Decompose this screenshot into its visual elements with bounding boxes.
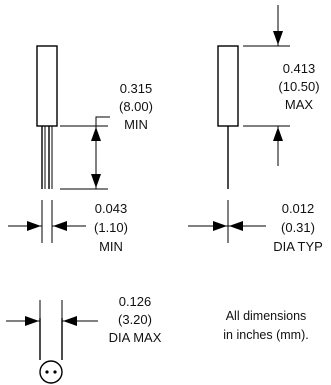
lead-spacing-mm: (1.10) bbox=[94, 220, 128, 235]
body-diameter-dimension bbox=[6, 300, 98, 326]
lead-diameter-dimension bbox=[188, 200, 266, 243]
lead-diameter-inch: 0.012 bbox=[282, 201, 315, 216]
arrow-down bbox=[91, 174, 101, 188]
end-view-circle bbox=[39, 360, 63, 384]
right-component-view bbox=[217, 45, 239, 189]
overall-height-mm: (10.50) bbox=[278, 79, 319, 94]
arrow-up bbox=[91, 127, 101, 141]
end-view-lead-dot-right bbox=[53, 370, 57, 374]
overall-height-qualifier: MAX bbox=[285, 97, 314, 112]
arrow-up bbox=[273, 127, 283, 141]
lead-diameter-mm: (0.31) bbox=[281, 220, 315, 235]
lead-diameter-qualifier: DIA TYP bbox=[273, 239, 323, 254]
lead-spacing-inch: 0.043 bbox=[95, 201, 128, 216]
overall-height-dimension bbox=[243, 5, 290, 166]
arrow-left bbox=[229, 221, 243, 231]
lead-spacing-qualifier: MIN bbox=[99, 239, 123, 254]
body-diameter-mm: (3.20) bbox=[118, 312, 152, 327]
end-view-lead-dot-left bbox=[45, 370, 49, 374]
left-component-body bbox=[36, 45, 58, 127]
units-note-line-2: in inches (mm). bbox=[223, 328, 308, 342]
arrow-left bbox=[63, 316, 77, 326]
arrow-right bbox=[27, 221, 41, 231]
body-diameter-qualifier: DIA MAX bbox=[109, 330, 162, 345]
body-length-qualifier: MIN bbox=[124, 117, 148, 132]
left-component-view bbox=[36, 45, 58, 189]
overall-height-inch: 0.413 bbox=[283, 61, 316, 76]
leader-line bbox=[95, 116, 110, 126]
arrow-right bbox=[25, 316, 39, 326]
body-length-inch: 0.315 bbox=[120, 81, 153, 96]
end-view bbox=[39, 318, 63, 384]
body-diameter-inch: 0.126 bbox=[119, 294, 152, 309]
arrow-left bbox=[53, 221, 67, 231]
arrow-right bbox=[213, 221, 227, 231]
arrow-down bbox=[273, 31, 283, 45]
right-component-body bbox=[217, 45, 239, 127]
body-length-dimension bbox=[60, 116, 110, 190]
lead-spacing-dimension bbox=[8, 200, 86, 243]
body-length-mm: (8.00) bbox=[119, 99, 153, 114]
units-note-line-1: All dimensions bbox=[226, 309, 307, 323]
